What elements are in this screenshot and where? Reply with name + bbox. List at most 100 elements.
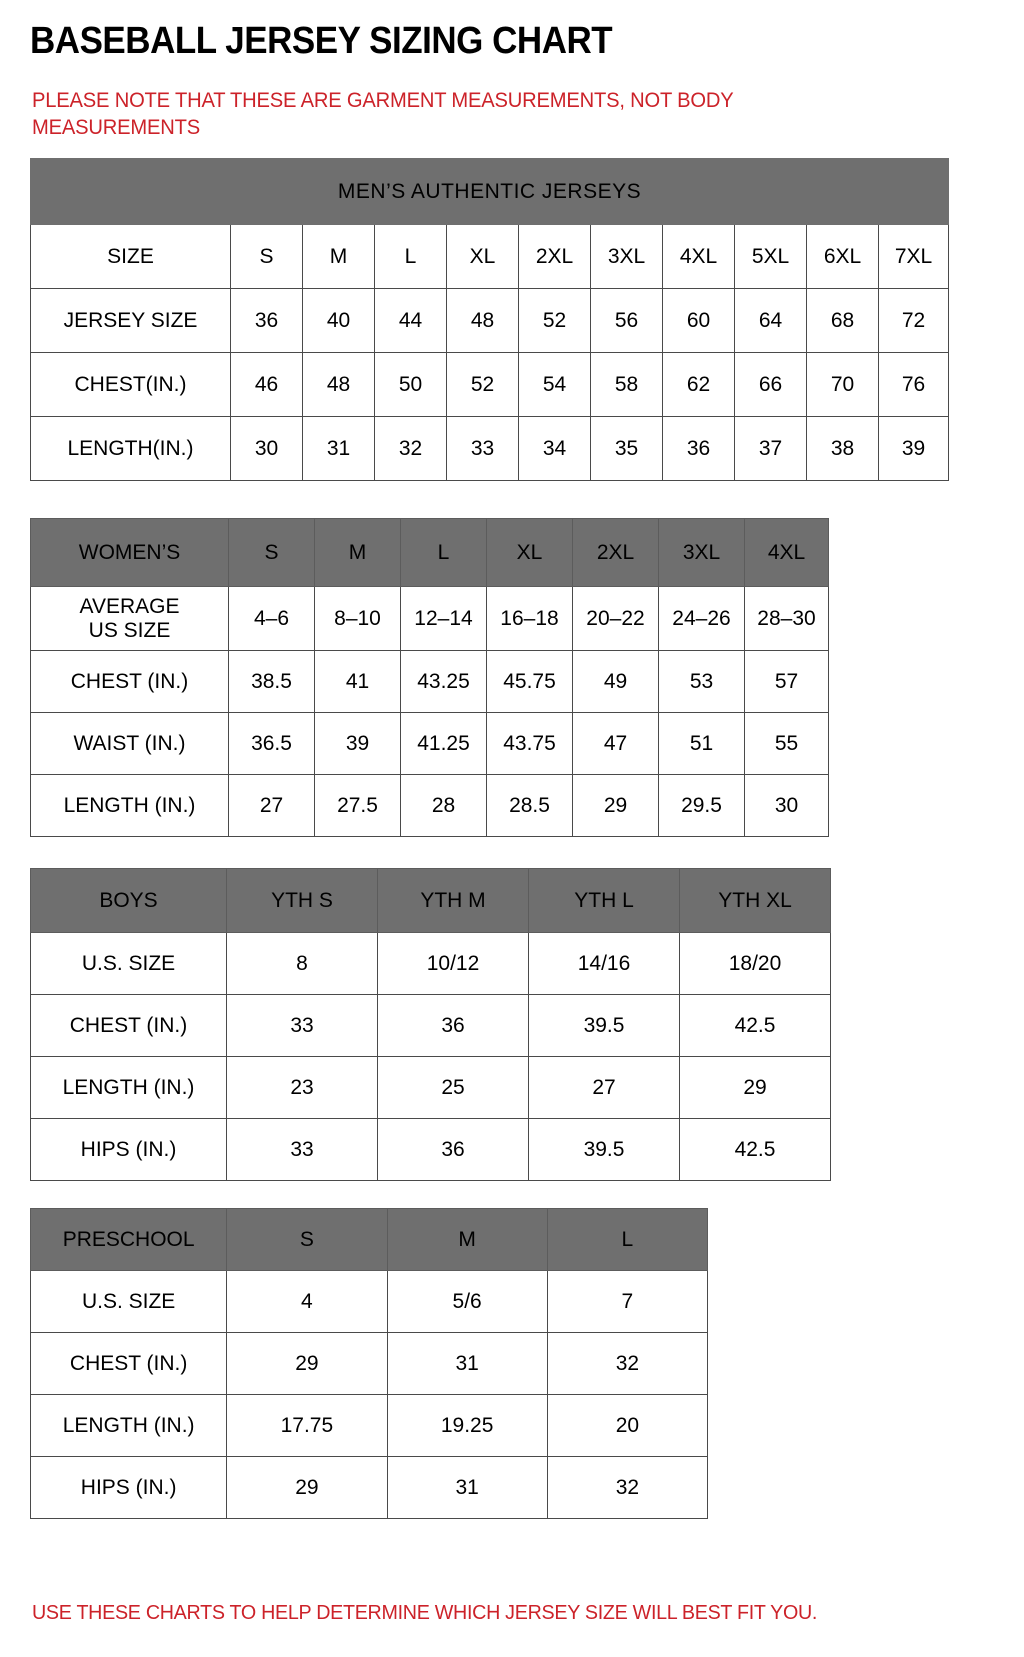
mens-value-cell: 33 [446, 416, 519, 481]
womens-header-size: 3XL [658, 518, 745, 587]
womens-header-size: XL [486, 518, 573, 587]
boys-value-cell: 33 [226, 994, 378, 1057]
womens-value-cell: 12–14 [400, 586, 487, 651]
mens-banner-row: MEN’S AUTHENTIC JERSEYS [29, 158, 950, 225]
womens-header-size: S [228, 518, 315, 587]
table-row: WAIST (IN.) 36.5 39 41.25 43.75 47 51 55 [30, 712, 829, 775]
mens-banner: MEN’S AUTHENTIC JERSEYS [29, 158, 950, 225]
mens-value-cell: 36 [662, 416, 735, 481]
boys-row-label: CHEST (IN.) [30, 994, 227, 1057]
womens-value-cell: 28.5 [486, 774, 573, 837]
womens-value-cell: 49 [572, 650, 659, 713]
boys-row-label: U.S. SIZE [30, 932, 227, 995]
womens-header-label: WOMEN’S [30, 518, 229, 587]
mens-value-cell: 35 [590, 416, 663, 481]
mens-value-cell: 70 [806, 352, 879, 417]
womens-value-cell: 30 [744, 774, 829, 837]
mens-value-cell: 76 [877, 352, 950, 417]
womens-value-cell: 51 [658, 712, 745, 775]
table-row: CHEST (IN.) 33 36 39.5 42.5 [30, 994, 831, 1057]
mens-sizing-table: MEN’S AUTHENTIC JERSEYS SIZE S M L XL 2X… [29, 158, 950, 481]
mens-value-cell: 68 [806, 288, 879, 353]
mens-value-cell: 48 [446, 288, 519, 353]
boys-value-cell: 36 [377, 1118, 529, 1181]
womens-value-cell: 39 [314, 712, 401, 775]
table-row: HIPS (IN.) 33 36 39.5 42.5 [30, 1118, 831, 1181]
womens-value-cell: 16–18 [486, 586, 573, 651]
mens-row-label: LENGTH(IN.) [30, 416, 231, 481]
mens-value-cell: 31 [302, 416, 375, 481]
boys-header-row: BOYS YTH S YTH M YTH L YTH XL [30, 868, 831, 933]
womens-value-cell: 43.25 [400, 650, 487, 713]
womens-value-cell: 55 [744, 712, 829, 775]
mens-size-cell: 2XL [518, 224, 591, 289]
womens-value-cell: 20–22 [572, 586, 659, 651]
womens-value-cell: 28–30 [744, 586, 829, 651]
mens-value-cell: 66 [734, 352, 807, 417]
boys-sizing-table: BOYS YTH S YTH M YTH L YTH XL U.S. SIZE … [30, 868, 831, 1181]
preschool-value-cell: 4 [226, 1270, 388, 1333]
mens-value-cell: 34 [518, 416, 591, 481]
mens-row-label: CHEST(IN.) [30, 352, 231, 417]
mens-value-cell: 38 [806, 416, 879, 481]
womens-header-size: M [314, 518, 401, 587]
womens-row-label: AVERAGE US SIZE [30, 586, 229, 651]
mens-size-cell: 7XL [877, 224, 950, 289]
mens-value-cell: 39 [877, 416, 950, 481]
womens-sizing-table: WOMEN’S S M L XL 2XL 3XL 4XL AVERAGE US … [30, 518, 829, 837]
womens-header-size: L [400, 518, 487, 587]
boys-value-cell: 10/12 [377, 932, 529, 995]
table-row: JERSEY SIZE 36 40 44 48 52 56 60 64 68 7… [30, 288, 950, 353]
table-row: CHEST (IN.) 38.5 41 43.25 45.75 49 53 57 [30, 650, 829, 713]
mens-value-cell: 40 [302, 288, 375, 353]
table-row: HIPS (IN.) 29 31 32 [29, 1456, 709, 1519]
mens-value-cell: 37 [734, 416, 807, 481]
mens-row-label: SIZE [30, 224, 231, 289]
table-row: LENGTH (IN.) 27 27.5 28 28.5 29 29.5 30 [30, 774, 829, 837]
table-row: U.S. SIZE 4 5/6 7 [29, 1270, 709, 1333]
boys-header-size: YTH L [528, 868, 680, 933]
womens-value-cell: 45.75 [486, 650, 573, 713]
mens-value-cell: 64 [734, 288, 807, 353]
page-title: BASEBALL JERSEY SIZING CHART [30, 20, 613, 62]
womens-value-cell: 24–26 [658, 586, 745, 651]
preschool-value-cell: 31 [386, 1456, 548, 1519]
mens-value-cell: 62 [662, 352, 735, 417]
womens-value-cell: 29 [572, 774, 659, 837]
womens-row-label-line2: US SIZE [88, 618, 171, 642]
preschool-header-row: PRESCHOOL S M L [29, 1208, 709, 1271]
mens-value-cell: 44 [374, 288, 447, 353]
womens-header-size: 4XL [744, 518, 829, 587]
boys-header-size: YTH S [226, 868, 378, 933]
mens-value-cell: 72 [877, 288, 950, 353]
mens-value-cell: 30 [230, 416, 303, 481]
preschool-row-label: HIPS (IN.) [29, 1456, 228, 1519]
mens-header-row: SIZE S M L XL 2XL 3XL 4XL 5XL 6XL 7XL [30, 224, 950, 289]
table-row: LENGTH (IN.) 17.75 19.25 20 [29, 1394, 709, 1457]
mens-size-cell: 6XL [806, 224, 879, 289]
womens-row-label-line1: AVERAGE [79, 594, 180, 618]
womens-value-cell: 29.5 [658, 774, 745, 837]
footer-note: USE THESE CHARTS TO HELP DETERMINE WHICH… [32, 1602, 818, 1624]
womens-value-cell: 43.75 [486, 712, 573, 775]
mens-value-cell: 46 [230, 352, 303, 417]
preschool-header-size: M [386, 1208, 548, 1271]
boys-value-cell: 42.5 [679, 994, 831, 1057]
boys-value-cell: 27 [528, 1056, 680, 1119]
mens-value-cell: 54 [518, 352, 591, 417]
preschool-row-label: CHEST (IN.) [29, 1332, 228, 1395]
womens-header-size: 2XL [572, 518, 659, 587]
mens-size-cell: 3XL [590, 224, 663, 289]
mens-size-cell: 4XL [662, 224, 735, 289]
preschool-value-cell: 32 [546, 1332, 709, 1395]
mens-size-cell: S [230, 224, 303, 289]
boys-row-label: LENGTH (IN.) [30, 1056, 227, 1119]
mens-value-cell: 32 [374, 416, 447, 481]
mens-value-cell: 48 [302, 352, 375, 417]
boys-value-cell: 36 [377, 994, 529, 1057]
table-row: CHEST (IN.) 29 31 32 [29, 1332, 709, 1395]
mens-value-cell: 50 [374, 352, 447, 417]
preschool-value-cell: 19.25 [386, 1394, 548, 1457]
table-row: LENGTH(IN.) 30 31 32 33 34 35 36 37 38 3… [30, 416, 950, 481]
boys-value-cell: 33 [226, 1118, 378, 1181]
